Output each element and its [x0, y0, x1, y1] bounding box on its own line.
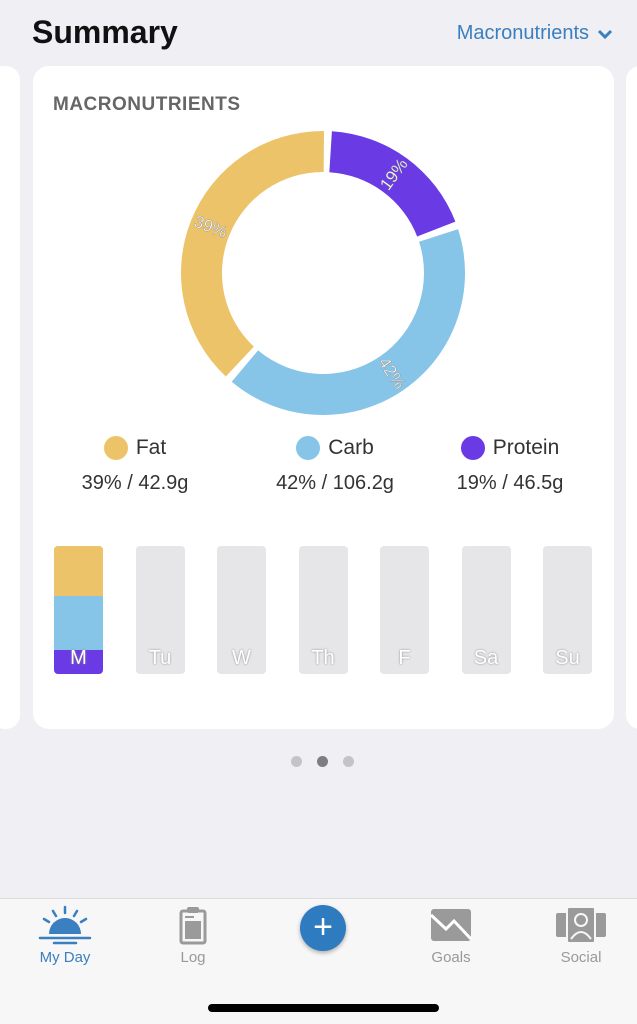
day-bar-m[interactable]: M	[54, 546, 103, 674]
bar-segment-fat	[54, 546, 103, 596]
tab-label: My Day	[39, 949, 91, 966]
tab-social[interactable]: Social	[531, 905, 631, 966]
day-label: Th	[311, 647, 335, 669]
next-card[interactable]	[626, 66, 637, 729]
macronutrient-donut-chart: 19%42%39%	[180, 131, 465, 415]
tab-label: Goals	[431, 949, 471, 966]
legend-value: 39% / 42.9g	[81, 472, 189, 494]
day-label: Sa	[473, 647, 499, 669]
day-bar-su[interactable]: Su	[543, 546, 592, 674]
dropdown-label: Macronutrients	[456, 22, 589, 44]
legend-protein: Protein 19% / 46.5g	[420, 436, 600, 495]
day-bar-tu[interactable]: Tu	[135, 546, 185, 674]
home-indicator	[208, 1004, 439, 1012]
page-dot[interactable]	[317, 756, 328, 767]
tab-goals[interactable]: Goals	[401, 905, 501, 966]
macronutrients-card: MACRONUTRIENTS 19% 42% 39% Fat 39% / 42.9g C…	[33, 66, 614, 729]
legend-dot	[103, 436, 128, 460]
previous-card[interactable]	[0, 66, 20, 729]
tab-my-day[interactable]: My Day	[15, 905, 115, 966]
tab-log[interactable]: Log	[143, 905, 243, 966]
day-bar-f[interactable]: F	[380, 546, 429, 674]
day-bar-th[interactable]: Th	[298, 546, 348, 674]
donut-slice-carb	[231, 229, 465, 415]
sunrise-icon	[38, 905, 92, 945]
chevron-down-icon	[597, 29, 613, 39]
page-title: Summary	[32, 14, 178, 50]
legend-dot	[460, 436, 485, 460]
legend-value: 42% / 106.2g	[276, 472, 394, 494]
bar-segment-protein	[54, 649, 103, 674]
day-bar-w[interactable]: W	[217, 546, 266, 674]
macronutrients-dropdown[interactable]: Macronutrients	[457, 22, 613, 45]
donut-slice-protein	[329, 131, 456, 237]
tab-bar: My Day Log + Goals Social	[0, 898, 637, 1024]
day-label: Tu	[148, 647, 172, 669]
day-label: W	[232, 647, 251, 669]
day-label: M	[70, 647, 87, 669]
card-title: MACRONUTRIENTS	[53, 94, 241, 115]
day-label: F	[398, 647, 411, 669]
legend-name: Protein	[492, 436, 560, 459]
tab-label: Social	[560, 949, 602, 966]
page-dot[interactable]	[343, 756, 354, 767]
legend-name: Carb	[328, 436, 374, 459]
legend-fat: Fat 39% / 42.9g	[45, 436, 225, 495]
legend-name: Fat	[135, 436, 167, 459]
chart-goals-icon	[429, 909, 473, 941]
legend-carb: Carb 42% / 106.2g	[245, 436, 425, 495]
clipboard-icon	[179, 907, 207, 945]
people-icon	[556, 906, 606, 944]
page-dot[interactable]	[291, 756, 302, 767]
day-label: Su	[555, 647, 580, 669]
page-indicator[interactable]	[291, 756, 354, 767]
legend-value: 19% / 46.5g	[456, 472, 564, 494]
donut-slice-fat	[180, 131, 324, 377]
tab-label: Log	[180, 949, 206, 966]
bar-segment-carb	[54, 595, 103, 650]
day-bar-sa[interactable]: Sa	[461, 546, 511, 674]
legend-dot	[296, 436, 321, 460]
add-button[interactable]: +	[300, 905, 346, 951]
